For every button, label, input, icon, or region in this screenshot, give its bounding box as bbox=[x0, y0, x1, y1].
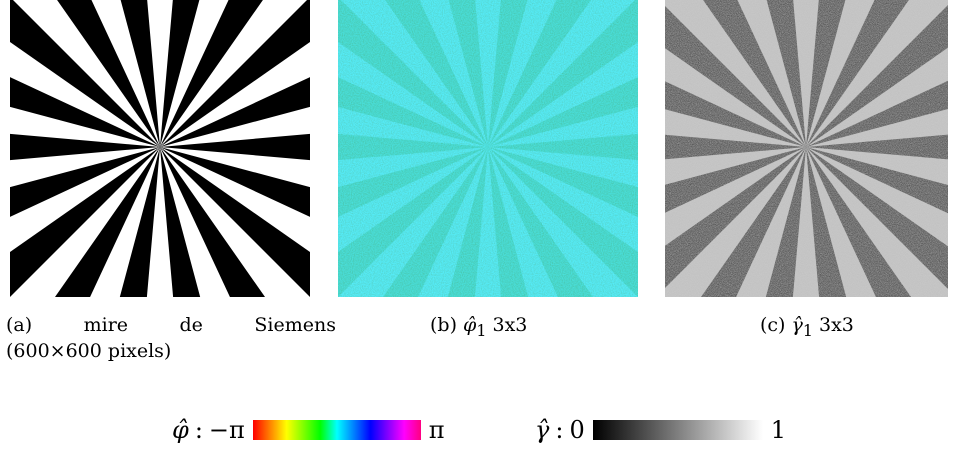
star-wedge bbox=[10, 147, 160, 253]
star-wedge bbox=[160, 0, 229, 147]
phase-colorbar bbox=[252, 420, 421, 440]
caption-a-word-1: mire bbox=[83, 314, 129, 336]
star-wedge bbox=[160, 41, 310, 147]
coherence-legend-sep: : bbox=[555, 416, 564, 444]
caption-c-symbol: γ̂ bbox=[791, 314, 803, 336]
coherence-legend-symbol: γ̂ bbox=[535, 416, 550, 444]
caption-b-suffix: 3x3 bbox=[492, 314, 528, 336]
coherence-legend-min: 0 bbox=[569, 416, 585, 444]
star-wedge bbox=[160, 147, 310, 188]
star-wedge bbox=[10, 147, 160, 188]
phase-legend-symbol: φ̂ bbox=[172, 416, 189, 444]
phase-legend-max: π bbox=[428, 416, 445, 444]
phase-colorbar-legend: φ̂ : −π π bbox=[172, 410, 445, 450]
star-wedge bbox=[10, 106, 160, 147]
star-wedge bbox=[10, 147, 160, 297]
caption-a-word-3: Siemens bbox=[254, 314, 336, 336]
caption-a-word-2: de bbox=[179, 314, 203, 336]
star-wedge bbox=[160, 0, 307, 147]
coherence-legend-max: 1 bbox=[770, 416, 786, 444]
star-wedge bbox=[160, 147, 310, 253]
phase-estimate-image bbox=[338, 0, 638, 297]
caption-b-label: (b) bbox=[430, 314, 457, 336]
star-wedge bbox=[160, 147, 310, 297]
caption-c-suffix: 3x3 bbox=[819, 314, 854, 336]
star-wedge bbox=[91, 0, 160, 147]
star-wedge bbox=[160, 106, 310, 147]
caption-b-subscript: 1 bbox=[476, 320, 487, 340]
siemens-star-image bbox=[10, 0, 310, 297]
caption-c-subscript: 1 bbox=[802, 320, 813, 340]
coherence-estimate-image bbox=[665, 0, 948, 297]
phase-legend-min: −π bbox=[208, 416, 245, 444]
coherence-colorbar-legend: γ̂ : 0 1 bbox=[535, 410, 786, 450]
star-wedge bbox=[146, 147, 174, 297]
star-wedge bbox=[160, 147, 230, 297]
star-wedge bbox=[147, 0, 173, 147]
siemens-star-wedges bbox=[10, 0, 310, 297]
star-wedge bbox=[10, 41, 160, 147]
star-wedge bbox=[90, 147, 160, 297]
caption-c-label: (c) bbox=[760, 314, 786, 336]
caption-c: (c) γ̂1 3x3 bbox=[760, 312, 854, 344]
caption-b-symbol: φ̂ bbox=[463, 314, 477, 336]
caption-a-label: (a) bbox=[6, 314, 33, 336]
star-wedge bbox=[13, 0, 160, 147]
caption-a-line-2: (600×600 pixels) bbox=[6, 340, 172, 362]
coherence-colorbar bbox=[592, 420, 763, 440]
caption-a: (a) mire de Siemens (600×600 pixels) bbox=[6, 312, 336, 364]
phase-legend-sep: : bbox=[194, 416, 203, 444]
caption-b: (b) φ̂1 3x3 bbox=[430, 312, 527, 344]
